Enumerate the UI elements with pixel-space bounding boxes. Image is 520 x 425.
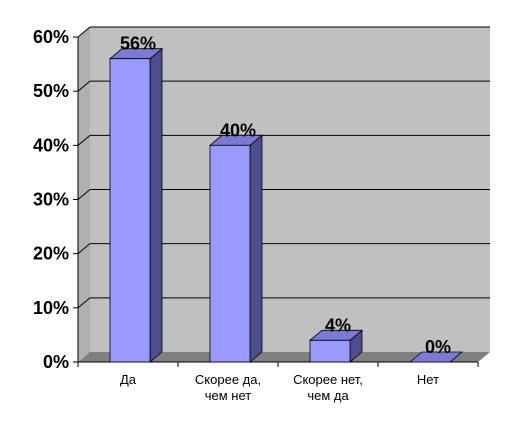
x-tick-label-line: чем нет bbox=[205, 388, 252, 403]
gridline-side bbox=[77, 189, 91, 200]
gridline-side bbox=[77, 26, 91, 38]
x-tick-label-line: Скорее нет, bbox=[293, 372, 363, 387]
y-axis: 0% 10% 20% 30% 40% 50% 60% bbox=[33, 27, 79, 372]
x-tick-label: Скорее нет, чем да bbox=[293, 372, 363, 403]
data-label: 0% bbox=[425, 337, 451, 357]
x-tick-label-line: Нет bbox=[417, 372, 439, 387]
bar-side bbox=[249, 134, 263, 363]
gridline-side bbox=[77, 134, 91, 146]
y-tick-label: 40% bbox=[33, 135, 69, 155]
y-tick-label: 50% bbox=[33, 81, 69, 101]
bars bbox=[108, 47, 464, 363]
gridline-side bbox=[77, 243, 91, 255]
x-tick-label: Да bbox=[120, 372, 137, 387]
x-tick-label-line: чем да bbox=[307, 388, 349, 403]
bar bbox=[208, 134, 264, 363]
data-labels: 56% 40% 4% 0% bbox=[120, 34, 451, 357]
x-tick-label: Скорее да, чем нет bbox=[195, 372, 261, 403]
y-tick-label: 10% bbox=[33, 298, 69, 318]
y-tick-label: 0% bbox=[43, 352, 69, 372]
data-label: 40% bbox=[220, 120, 256, 140]
bar-top bbox=[408, 351, 464, 363]
bar bbox=[108, 47, 164, 363]
gridline-side bbox=[77, 297, 91, 309]
y-tick-label: 20% bbox=[33, 244, 69, 264]
floor bbox=[78, 352, 490, 362]
x-axis: Да Скорее да, чем нет Скорее нет, чем да Нет bbox=[77, 361, 479, 403]
y-tick-label: 60% bbox=[33, 27, 69, 47]
bar-front bbox=[209, 144, 251, 363]
bar-front bbox=[109, 58, 151, 363]
data-label: 56% bbox=[120, 34, 156, 54]
x-tick-label: Нет bbox=[417, 372, 439, 387]
bar bbox=[408, 351, 464, 363]
bar-front bbox=[309, 339, 351, 363]
x-tick-label-line: Да bbox=[120, 372, 137, 387]
bar-side bbox=[149, 47, 163, 363]
bar bbox=[308, 329, 364, 363]
data-label: 4% bbox=[325, 315, 351, 335]
gridline-side bbox=[77, 80, 91, 92]
x-tick-label-line: Скорее да, bbox=[195, 372, 261, 387]
y-tick-label: 30% bbox=[33, 190, 69, 210]
